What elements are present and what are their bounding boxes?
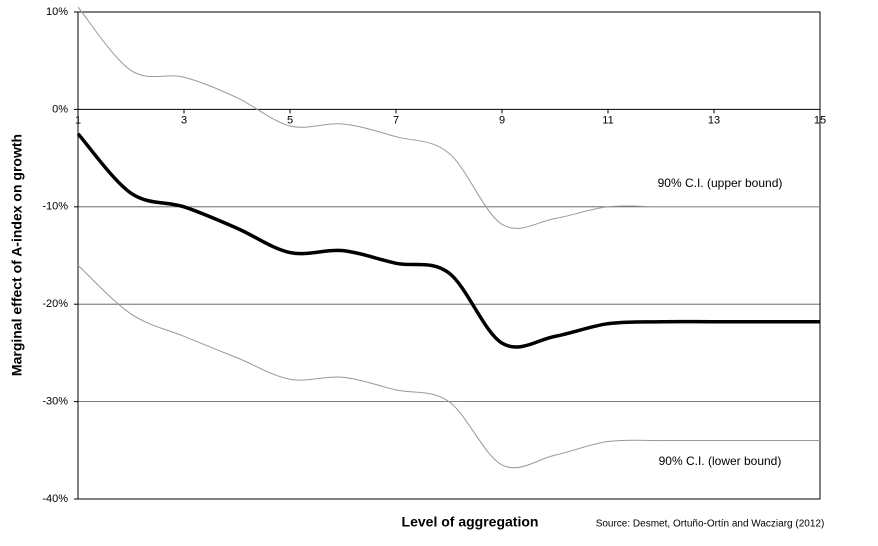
series-label: 90% C.I. (upper bound) — [658, 176, 783, 190]
y-tick-label: -30% — [42, 396, 68, 408]
x-tick-label: 5 — [287, 114, 293, 126]
x-tick-label: 3 — [181, 114, 187, 126]
y-tick-label: 10% — [46, 6, 68, 18]
y-axis-label: Marginal effect of A-index on growth — [9, 134, 25, 376]
series-line — [77, 6, 820, 229]
series-label: 90% C.I. (lower bound) — [659, 454, 782, 468]
x-tick-label: 13 — [708, 114, 720, 126]
x-tick-label: 7 — [393, 114, 399, 126]
source: Source: Desmet, Ortuño-Ortín and Wacziar… — [596, 519, 825, 530]
y-tick-label: 0% — [52, 103, 68, 115]
y-tick-label: -10% — [42, 201, 68, 213]
series-line — [76, 132, 820, 349]
plot-frame — [77, 11, 821, 500]
y-tick-label: -20% — [42, 298, 68, 310]
x-tick-label: 9 — [499, 114, 505, 126]
x-tick-label: 15 — [814, 114, 826, 126]
series-line — [77, 264, 820, 469]
x-tick-label: 1 — [75, 114, 81, 126]
x-tick-label: 11 — [602, 114, 613, 126]
y-tick-label: -40% — [42, 493, 68, 505]
x-axis-label: Level of aggregation — [402, 514, 539, 530]
